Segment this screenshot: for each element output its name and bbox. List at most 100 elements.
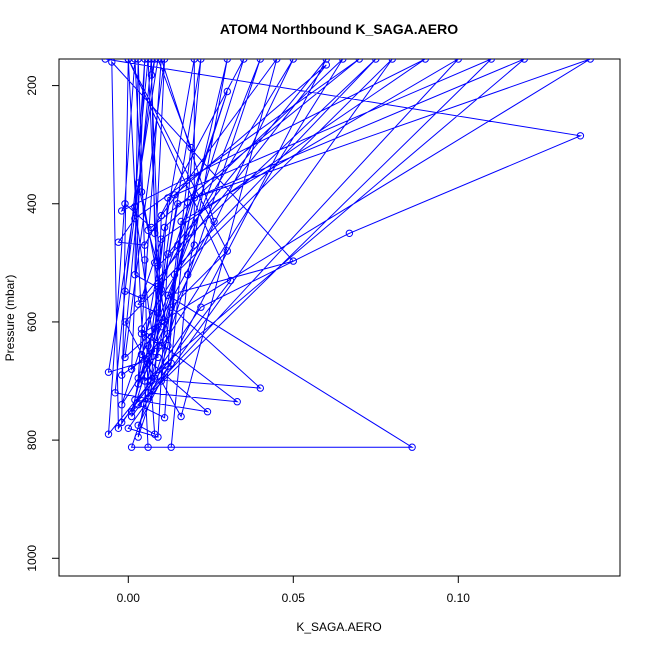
data-point — [141, 59, 149, 63]
data-point — [111, 389, 119, 397]
data-point — [151, 59, 159, 63]
data-point — [124, 59, 132, 63]
data-point — [154, 353, 162, 362]
y-tick-label: 200 — [25, 75, 39, 95]
data-point — [147, 59, 156, 63]
x-tick-label: 0.05 — [282, 591, 306, 605]
data-point — [151, 347, 159, 356]
data-point — [134, 179, 142, 187]
data-point — [144, 341, 152, 350]
data-point — [154, 262, 162, 270]
data-point — [157, 377, 166, 385]
data-point — [160, 414, 169, 422]
data-point — [141, 241, 149, 249]
data-point — [160, 223, 169, 232]
data-point — [170, 271, 179, 279]
data-point — [131, 271, 139, 279]
chart-title: ATOM4 Northbound K_SAGA.AERO — [220, 21, 458, 37]
x-axis: 0.00 0.05 0.10 — [117, 575, 470, 605]
data-point — [118, 207, 126, 215]
data-point — [131, 59, 139, 63]
data-point — [118, 418, 126, 427]
data-point — [127, 443, 136, 451]
data-point — [210, 217, 218, 226]
data-point — [134, 421, 142, 429]
data-point — [104, 368, 113, 376]
data-point — [160, 59, 169, 63]
data-point — [339, 59, 347, 63]
series-line — [105, 59, 591, 448]
data-point — [144, 359, 152, 367]
data-point — [190, 194, 199, 202]
data-point — [114, 238, 123, 246]
data-point — [144, 226, 152, 235]
data-point — [127, 365, 136, 373]
data-point — [184, 198, 192, 207]
data-point — [167, 443, 175, 451]
data-point — [223, 59, 231, 63]
data-point — [190, 241, 199, 249]
data-point — [203, 408, 212, 416]
data-point — [421, 59, 429, 63]
y-axis: 200 400 600 800 1000 — [25, 75, 60, 572]
y-tick-label: 1000 — [25, 545, 39, 572]
series-layer — [101, 59, 594, 451]
data-point — [223, 247, 232, 255]
data-point — [345, 229, 354, 238]
data-point — [408, 443, 416, 451]
data-point — [144, 59, 152, 63]
data-point — [154, 279, 162, 288]
data-point — [164, 341, 172, 350]
data-point — [134, 59, 142, 63]
data-point — [154, 59, 162, 63]
data-point — [223, 87, 232, 96]
data-point — [197, 303, 205, 311]
data-point — [134, 380, 142, 388]
data-point — [520, 59, 528, 63]
data-point — [137, 371, 146, 379]
data-point — [154, 309, 162, 317]
data-point — [141, 256, 149, 264]
data-point — [233, 398, 241, 406]
data-point — [157, 323, 166, 331]
data-point — [121, 318, 129, 326]
data-point — [151, 374, 159, 382]
x-tick-label: 0.00 — [117, 591, 141, 605]
data-point — [256, 384, 264, 392]
data-point — [197, 59, 205, 63]
data-point — [108, 59, 116, 66]
data-point — [174, 241, 182, 249]
data-point — [167, 359, 175, 367]
data-point — [131, 203, 139, 211]
data-point — [164, 291, 172, 299]
y-tick-label: 400 — [25, 193, 39, 213]
data-point — [355, 59, 363, 63]
data-point — [121, 353, 129, 362]
data-point — [134, 433, 142, 441]
data-point — [167, 303, 175, 311]
data-point — [256, 59, 264, 63]
y-tick-label: 600 — [25, 312, 39, 332]
data-point — [164, 330, 172, 338]
y-axis-label: Pressure (mbar) — [3, 275, 17, 362]
data-point — [177, 412, 185, 421]
data-point — [144, 395, 152, 403]
data-point — [164, 194, 172, 202]
data-point — [137, 188, 146, 196]
data-point — [118, 371, 126, 379]
data-point — [388, 59, 396, 63]
data-point — [289, 257, 297, 265]
data-point — [157, 235, 166, 243]
data-point — [177, 217, 185, 226]
data-point — [137, 350, 146, 359]
data-point — [114, 424, 123, 432]
data-point — [147, 333, 156, 341]
data-point — [164, 250, 172, 258]
data-point — [118, 401, 126, 409]
data-point — [322, 61, 330, 69]
x-axis-label: K_SAGA.AERO — [296, 620, 381, 634]
data-point — [134, 401, 142, 409]
data-point — [187, 143, 195, 152]
